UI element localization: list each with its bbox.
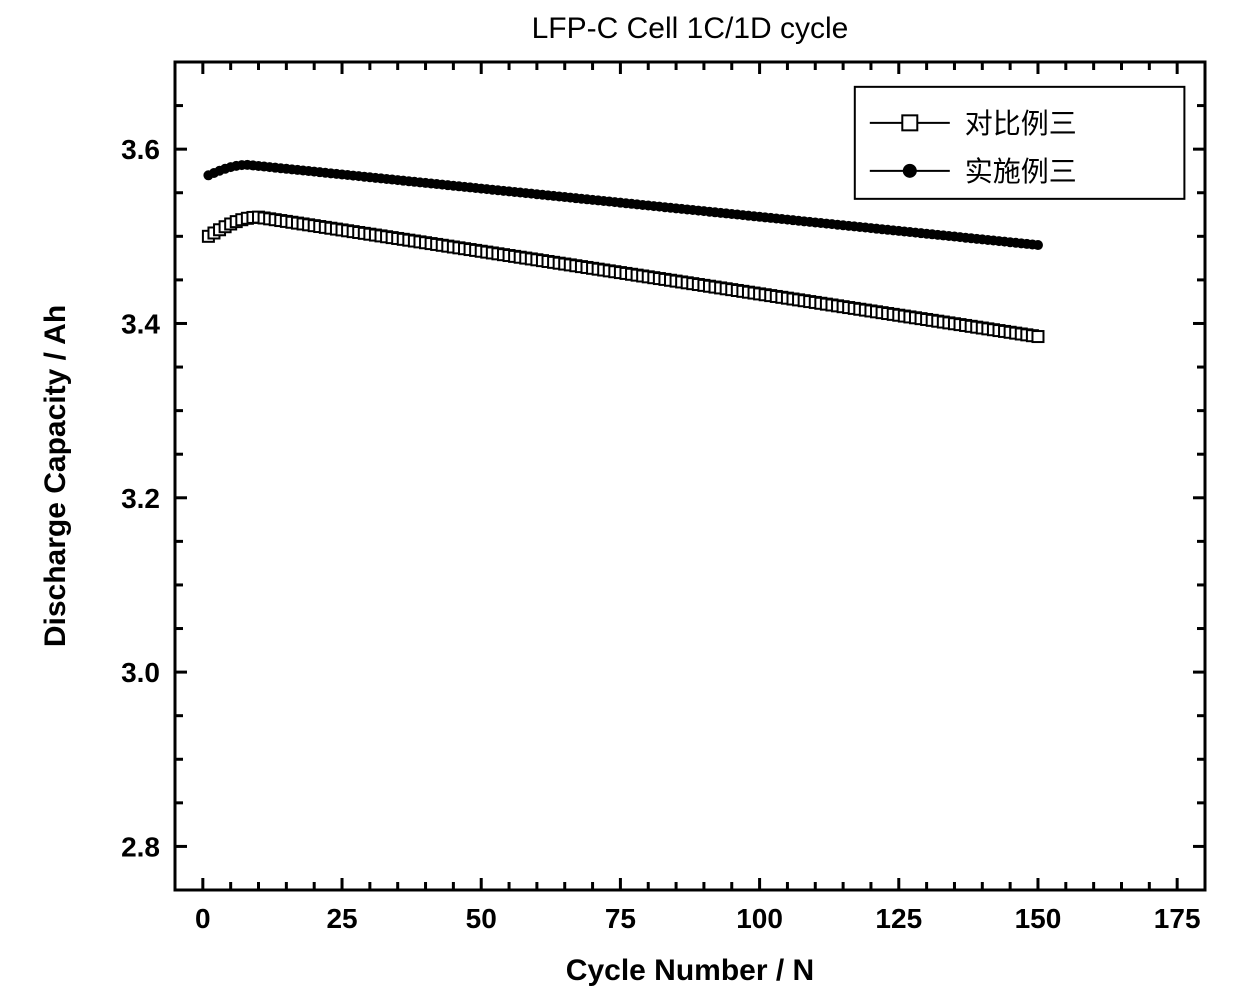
y-tick-label: 2.8: [121, 831, 160, 862]
x-tick-label: 0: [195, 903, 211, 934]
x-tick-label: 150: [1015, 903, 1062, 934]
legend-label: 实施例三: [965, 156, 1077, 187]
chart-title: LFP-C Cell 1C/1D cycle: [532, 12, 849, 45]
y-tick-label: 3.6: [121, 134, 160, 165]
y-tick-label: 3.4: [121, 308, 160, 339]
x-axis-label: Cycle Number / N: [566, 954, 814, 987]
y-tick-label: 3.2: [121, 483, 160, 514]
x-tick-label: 125: [875, 903, 922, 934]
y-axis-label: Discharge Capacity / Ah: [39, 305, 72, 647]
lfp-chart: LFP-C Cell 1C/1D cycle 0 25 50 75 100 125 150 17…: [0, 0, 1240, 1001]
x-tick-label: 175: [1154, 903, 1201, 934]
legend-label: 对比例三: [965, 108, 1077, 139]
x-tick-label: 75: [605, 903, 636, 934]
y-tick-label: 3.0: [121, 657, 160, 688]
x-tick-label: 100: [736, 903, 783, 934]
x-tick-label: 50: [466, 903, 497, 934]
x-tick-label: 25: [326, 903, 357, 934]
